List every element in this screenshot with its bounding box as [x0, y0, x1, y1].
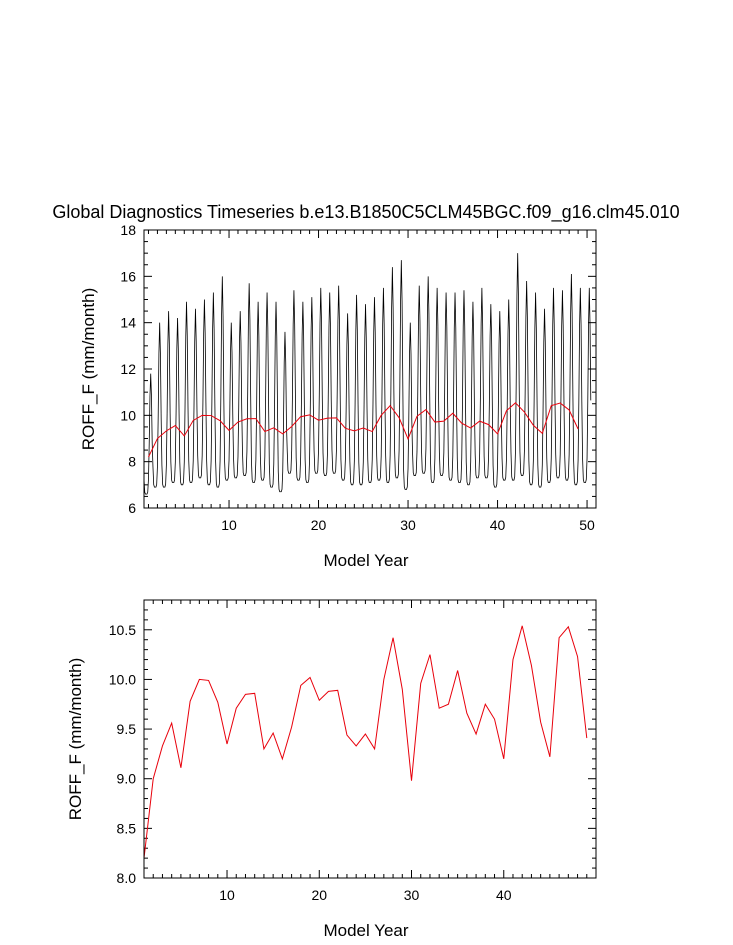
y-tick-label: 12: [120, 361, 136, 377]
top-chart-series: [143, 253, 592, 495]
chart-title: Global Diagnostics Timeseries b.e13.B185…: [52, 202, 679, 223]
x-tick-label: 20: [311, 887, 327, 903]
x-tick-label: 40: [490, 517, 506, 533]
y-tick-label: 8.0: [117, 870, 137, 886]
y-tick-label: 10: [120, 407, 136, 423]
annual-series-line: [148, 402, 579, 458]
y-tick-label: 6: [128, 500, 136, 516]
y-tick-label: 18: [120, 222, 136, 238]
top-x-axis-title: Model Year: [323, 551, 408, 570]
x-tick-label: 10: [221, 517, 237, 533]
x-tick-label: 10: [219, 887, 235, 903]
bottom-chart-ticks: 10 20 30 40 8.0 8.5 9.0 9.5 10.0 10.5: [109, 599, 597, 903]
y-tick-label: 8: [128, 454, 136, 470]
monthly-series-line: [143, 253, 592, 495]
bottom-x-axis-title: Model Year: [323, 921, 408, 940]
y-tick-label: 10.0: [109, 671, 136, 687]
y-tick-label: 10.5: [109, 622, 136, 638]
y-tick-label: 8.5: [117, 820, 137, 836]
bottom-chart: 10 20 30 408.08.59.09.510.010.5 Model Year …: [66, 599, 597, 940]
x-tick-label: 50: [579, 517, 595, 533]
top-chart: Global Diagnostics Timeseries b.e13.B185…: [52, 202, 679, 570]
bottom-y-axis-title: ROFF_F (mm/month): [66, 658, 85, 820]
x-tick-label: 30: [400, 517, 416, 533]
bottom-chart-series: [143, 625, 588, 859]
annual-series-line: [143, 625, 588, 859]
x-tick-label: 30: [404, 887, 420, 903]
y-tick-label: 16: [120, 268, 136, 284]
y-tick-label: 9.5: [117, 721, 137, 737]
y-tick-label: 9.0: [117, 771, 137, 787]
top-chart-frame: [143, 229, 597, 509]
x-tick-label: 20: [311, 517, 327, 533]
x-tick-label: 40: [496, 887, 512, 903]
bottom-chart-frame: [143, 599, 597, 879]
top-y-axis-title: ROFF_F (mm/month): [79, 288, 98, 450]
y-tick-label: 14: [120, 315, 136, 331]
top-chart-ticks: 10 20 30 40 50 6 8 10 12 14 16 18: [120, 222, 597, 533]
